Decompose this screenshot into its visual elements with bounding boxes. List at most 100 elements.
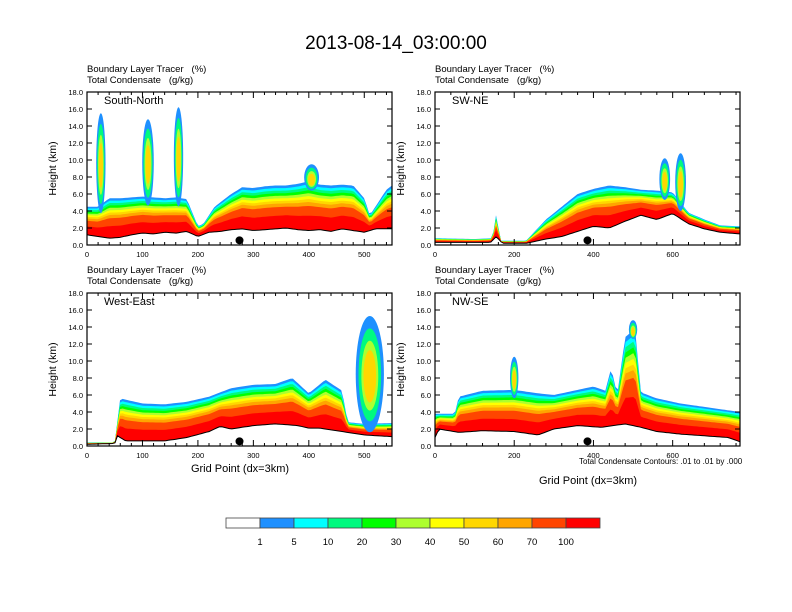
panel-header-south-north: Boundary Layer Tracer (%) Total Condensa…	[87, 64, 206, 86]
plot-frame	[86, 91, 393, 246]
y-tick-label: 8.0	[421, 173, 431, 182]
convective-plume	[145, 145, 151, 184]
y-tick-label: 0.0	[421, 442, 431, 451]
header-line-condensate: Total Condensate (g/kg)	[435, 276, 542, 287]
x-tick-label: 100	[136, 250, 149, 259]
plot-frame	[434, 91, 741, 246]
terrain	[87, 423, 392, 446]
x-tick-label: 400	[303, 250, 316, 259]
x-tick-label: 500	[358, 451, 371, 460]
y-tick-label: 0.0	[73, 241, 83, 250]
convective-plume	[98, 142, 103, 188]
colorbar-label: 20	[356, 537, 368, 548]
y-axis-label: Height (km)	[395, 141, 407, 195]
y-tick-label: 16.0	[416, 105, 431, 114]
convective-plume	[662, 171, 668, 191]
tracer-band-100	[435, 397, 740, 442]
y-tick-label: 12.0	[416, 340, 431, 349]
y-axis-label: Height (km)	[395, 342, 407, 396]
x-tick-label: 200	[508, 250, 521, 259]
header-line-tracer: Boundary Layer Tracer (%)	[435, 265, 555, 276]
y-tick-label: 10.0	[416, 156, 431, 165]
y-tick-label: 0.0	[73, 442, 83, 451]
y-tick-label: 18.0	[416, 88, 431, 97]
figure-title: 2013-08-14_03:00:00	[305, 33, 487, 54]
y-tick-label: 6.0	[73, 190, 83, 199]
x-axis-label-west-east: Grid Point (dx=3km)	[190, 463, 290, 475]
y-tick-label: 8.0	[73, 173, 83, 182]
y-tick-label: 10.0	[68, 156, 83, 165]
x-tick-label: 0	[85, 451, 89, 460]
panel-header-nw-se: Boundary Layer Tracer (%) Total Condensa…	[435, 265, 554, 287]
y-tick-label: 14.0	[68, 323, 83, 332]
y-tick-label: 14.0	[68, 122, 83, 131]
location-marker	[583, 437, 592, 446]
panel-nw-se: NW-SE 0.0 2.0 4.0 6.0 8.0 10.0 12.0 14.0 16.0 18.0…	[395, 289, 741, 460]
y-tick-label: 8.0	[73, 374, 83, 383]
y-tick-label: 12.0	[68, 139, 83, 148]
y-tick-label: 4.0	[73, 408, 83, 417]
panel-label: West-East	[104, 296, 155, 308]
colorbar-label: 70	[526, 537, 538, 548]
x-tick-label: 400	[587, 250, 600, 259]
y-tick-label: 10.0	[416, 357, 431, 366]
y-tick-label: 6.0	[73, 391, 83, 400]
header-line-tracer: Boundary Layer Tracer (%)	[435, 64, 555, 75]
panel-label: SW-NE	[452, 95, 488, 107]
colorbar-label: 40	[424, 537, 436, 548]
y-tick-label: 14.0	[416, 122, 431, 131]
convective-plume	[308, 173, 315, 186]
location-marker	[235, 437, 244, 446]
y-tick-label: 8.0	[421, 374, 431, 383]
header-line-tracer: Boundary Layer Tracer (%)	[87, 64, 207, 75]
colorbar-label: 1	[257, 537, 263, 548]
panel-header-sw-ne: Boundary Layer Tracer (%) Total Condensa…	[435, 64, 554, 86]
y-tick-label: 10.0	[68, 357, 83, 366]
y-tick-label: 4.0	[73, 207, 83, 216]
convective-plume	[363, 350, 377, 403]
x-tick-label: 0	[85, 250, 89, 259]
y-tick-label: 18.0	[416, 289, 431, 298]
x-tick-label: 500	[358, 250, 371, 259]
location-marker	[235, 236, 244, 245]
y-tick-label: 2.0	[73, 425, 83, 434]
x-tick-label: 400	[303, 451, 316, 460]
plot-frame	[86, 292, 393, 447]
panel-sw-ne: SW-NE 0.0 2.0 4.0 6.0 8.0 10.0 12.0 14.0 16.0 18.0…	[395, 88, 741, 259]
y-tick-label: 16.0	[68, 306, 83, 315]
colorbar	[225, 517, 601, 529]
panel-west-east: West-East 0.0 2.0 4.0 6.0 8.0 10.0 12.0 14.0 16.0…	[47, 289, 393, 460]
x-tick-label: 300	[247, 451, 260, 460]
location-marker	[583, 236, 592, 245]
y-tick-label: 12.0	[416, 139, 431, 148]
x-tick-label: 400	[587, 451, 600, 460]
colorbar-swatch	[225, 517, 261, 529]
colorbar-swatch	[259, 517, 295, 529]
header-line-tracer: Boundary Layer Tracer (%)	[87, 265, 207, 276]
convective-plume	[678, 171, 684, 198]
colorbar-swatch	[497, 517, 533, 529]
tracer-field	[87, 107, 392, 245]
colorbar-swatch	[565, 517, 601, 529]
tracer-field	[435, 153, 740, 245]
convective-plume	[631, 327, 635, 336]
tracer-field	[435, 320, 740, 446]
x-tick-label: 100	[136, 451, 149, 460]
panel-header-west-east: Boundary Layer Tracer (%) Total Condensa…	[87, 265, 206, 287]
colorbar-swatch	[361, 517, 397, 529]
colorbar-label: 50	[458, 537, 470, 548]
x-tick-label: 600	[666, 250, 679, 259]
contour-info-note: Total Condensate Contours: .01 to .01 by…	[579, 457, 743, 466]
convective-plume	[512, 370, 517, 390]
y-tick-label: 4.0	[421, 207, 431, 216]
y-tick-label: 6.0	[421, 190, 431, 199]
colorbar-swatch	[429, 517, 465, 529]
y-tick-label: 2.0	[421, 224, 431, 233]
colorbar-swatch	[531, 517, 567, 529]
colorbar-label: 10	[322, 537, 334, 548]
y-tick-label: 18.0	[68, 88, 83, 97]
y-axis-label: Height (km)	[47, 141, 59, 195]
y-tick-label: 0.0	[421, 241, 431, 250]
x-tick-label: 200	[192, 250, 205, 259]
